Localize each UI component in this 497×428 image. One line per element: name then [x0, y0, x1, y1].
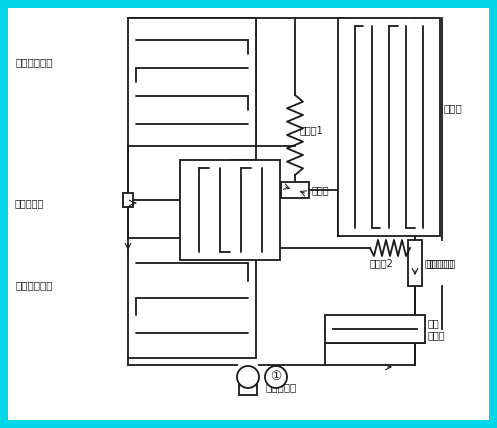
Circle shape: [237, 366, 259, 388]
Circle shape: [265, 366, 287, 388]
Bar: [338, 18, 440, 236]
Text: 毛细管2: 毛细管2: [370, 258, 394, 268]
Bar: [408, 240, 422, 286]
Text: ①: ①: [270, 371, 282, 383]
Text: 毛细管1: 毛细管1: [300, 125, 324, 135]
Bar: [281, 182, 309, 198]
Bar: [325, 315, 425, 343]
Bar: [128, 18, 256, 146]
Bar: [123, 193, 133, 207]
Text: 干燥过滤器: 干燥过滤器: [427, 258, 456, 268]
Text: 门框
除露管: 门框 除露管: [428, 318, 446, 340]
Text: 三通连接管: 三通连接管: [15, 198, 44, 208]
Text: 冷凝器: 冷凝器: [444, 103, 463, 113]
Text: 干燥过滤器: 干燥过滤器: [425, 258, 454, 268]
Text: 冷冻室蒸发器: 冷冻室蒸发器: [15, 280, 53, 290]
Bar: [239, 373, 257, 395]
Text: 电磁阀: 电磁阀: [312, 185, 330, 195]
Text: 变频压缩机: 变频压缩机: [265, 382, 296, 392]
Text: 冷藏室蒸发器: 冷藏室蒸发器: [15, 57, 53, 67]
Bar: [180, 160, 280, 260]
Bar: [128, 238, 256, 358]
